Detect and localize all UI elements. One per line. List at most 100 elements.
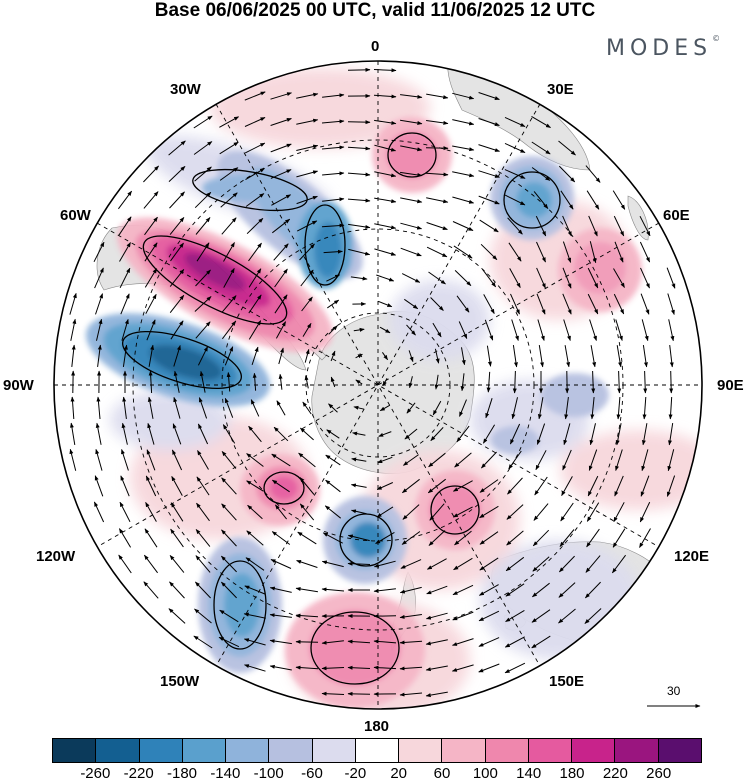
wind-vector (221, 217, 237, 235)
wind-vector (615, 449, 623, 471)
wind-vector (404, 428, 418, 440)
colorbar-tick-label: 60 (433, 765, 451, 782)
wind-vector (330, 350, 336, 362)
wind-vector (506, 504, 524, 520)
wind-vector (243, 612, 266, 619)
wind-vector (613, 502, 625, 523)
wind-vector (94, 475, 104, 497)
wind-vector (425, 665, 448, 672)
wind-vector (326, 274, 341, 282)
positive-anomaly-greenwich (372, 117, 452, 193)
colorbar-tick-label: -220 (123, 765, 154, 782)
wind-vector (96, 318, 103, 341)
wind-vector (169, 581, 185, 599)
wind-vector (169, 217, 185, 235)
wind-vector (221, 503, 237, 521)
wind-vector (321, 119, 345, 124)
wind-vector (426, 558, 447, 570)
wind-vector (588, 449, 598, 471)
wind-vector (400, 94, 423, 99)
wind-vector (458, 321, 468, 340)
wind-vector (454, 530, 472, 546)
wind-vector (246, 453, 264, 467)
wind-vector (669, 345, 674, 368)
wind-vector (511, 319, 519, 341)
wind-vector (428, 452, 446, 468)
wind-vector (532, 582, 550, 598)
wind-vector (121, 318, 129, 341)
wind-vector (219, 167, 239, 181)
wind-vector (273, 426, 289, 442)
wind-vector (194, 296, 212, 312)
wind-vector (560, 502, 574, 522)
wind-vector (400, 559, 422, 569)
wind-vector (452, 480, 473, 492)
colorbar-segment (528, 739, 573, 762)
wind-vector (432, 400, 442, 416)
wind-vector (120, 475, 130, 497)
wind-vector (171, 475, 183, 496)
wind-vector (296, 220, 318, 232)
wind-vector (478, 144, 500, 152)
wind-vector (377, 456, 393, 464)
wind-vector (562, 267, 572, 289)
wind-vector (118, 528, 132, 548)
wind-vector (325, 479, 341, 493)
wind-vector (478, 195, 500, 205)
wind-vector (146, 319, 156, 341)
wind-vector (271, 453, 291, 467)
wind-vector (509, 268, 521, 289)
colorbar-tick-label: 20 (390, 765, 407, 782)
wind-vector (667, 293, 675, 315)
wind-vector (558, 608, 576, 624)
wind-vector (299, 477, 315, 495)
wind-vector (148, 344, 155, 367)
wind-vector (425, 639, 448, 646)
wind-vector (169, 191, 185, 209)
reference-vector-label: 30 (667, 684, 681, 698)
negative-anomaly-weddell (202, 150, 363, 289)
wind-vector (479, 557, 499, 571)
wind-vector (453, 557, 473, 571)
wind-vector (144, 268, 158, 288)
wind-vector (223, 267, 235, 288)
wind-vector (560, 190, 574, 210)
colorbar-segment (615, 739, 659, 762)
colorbar-segment (442, 739, 486, 762)
wind-vector (562, 293, 572, 315)
wind-vector (143, 554, 159, 574)
wind-vector (221, 451, 237, 469)
wind-vector (121, 422, 128, 445)
wind-vector (295, 613, 319, 618)
wind-vector (69, 448, 77, 471)
wind-vector (425, 146, 449, 151)
wind-vector (194, 608, 212, 624)
wind-vector (485, 398, 493, 419)
wind-vector (199, 370, 206, 393)
wind-vector (347, 172, 371, 177)
wind-vector (173, 396, 181, 419)
wind-vector (613, 293, 625, 315)
wind-vector (511, 397, 518, 420)
colorbar-segment (312, 739, 356, 762)
wind-vector (536, 293, 546, 315)
wind-vector (148, 370, 153, 394)
wind-vector (324, 505, 342, 519)
wind-vector (224, 397, 234, 418)
wind-vector (531, 609, 551, 623)
lon-label-150w: 150W (160, 673, 200, 690)
wind-vector (350, 483, 367, 488)
wind-vector (271, 479, 290, 493)
wind-vector (586, 528, 600, 548)
wind-vector (426, 246, 448, 258)
wind-vector (95, 422, 102, 445)
wind-vector (278, 373, 283, 390)
wind-vector (584, 608, 602, 624)
wind-vector (248, 294, 262, 314)
wind-vector (642, 396, 647, 420)
wind-vector (478, 584, 499, 596)
wind-vector (452, 196, 475, 204)
wind-vector (223, 242, 235, 262)
wind-vector (297, 531, 317, 545)
wind-vector (456, 295, 470, 313)
